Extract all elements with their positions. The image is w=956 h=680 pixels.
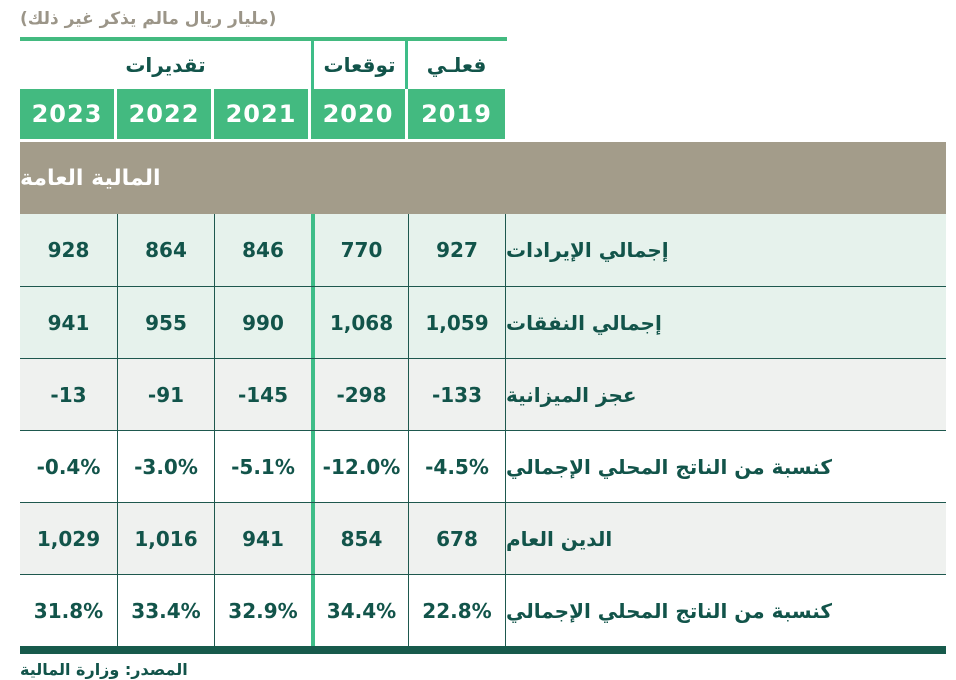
value-cell: 678 [408,503,505,574]
column-group-header-row: تقديرات توقعات فعلـي [20,41,946,89]
value-cell: -13 [50,382,87,407]
value-cell: 854 [311,503,408,574]
value-cell: -3.0% [117,431,214,502]
value-cell: 928 [47,238,90,262]
year-header-spacer [505,89,946,139]
value-cell: 31.8% [33,598,104,623]
source-note: المصدر: وزارة المالية [20,660,188,679]
table-row-public-debt: 1,029 1,016 941 854 678 الدين العام [20,502,946,574]
group-header-spacer [505,41,946,89]
value-cell: 1,029 [36,526,101,551]
value-cell: -4.5% [408,431,505,502]
value-cell: -133 [408,359,505,430]
table-row-total-expenditures: 941 955 990 1,068 1,059 إجمالي النفقات [20,286,946,358]
value-cell: 846 [214,214,311,286]
value-cell: 34.4% [311,575,408,646]
table-row-total-revenues: 928 864 846 770 927 إجمالي الإيرادات [20,214,946,286]
year-header-2022: 2022 [117,89,214,139]
table-bottom-border [20,646,946,654]
value-cell: 33.4% [117,575,214,646]
value-cell: -0.4% [36,454,101,479]
group-header-estimates: تقديرات [125,53,206,77]
row-label: إجمالي الإيرادات [505,214,946,286]
value-cell: 770 [311,214,408,286]
value-cell: -298 [311,359,408,430]
table-row-deficit-pct-gdp: -0.4% -3.0% -5.1% -12.0% -4.5% كنسبة من … [20,430,946,502]
value-cell: -145 [214,359,311,430]
year-header-2020: 2020 [311,89,408,139]
table-row-budget-deficit: -13 -91 -145 -298 -133 عجز الميزانية [20,358,946,430]
value-cell: 1,059 [408,287,505,358]
value-cell: 864 [117,214,214,286]
table-top-border [20,37,507,41]
row-label: عجز الميزانية [505,359,946,430]
row-label: كنسبة من الناتج المحلي الإجمالي [505,575,946,646]
group-header-actual: فعلـي [426,53,487,77]
row-label: كنسبة من الناتج المحلي الإجمالي [505,431,946,502]
group-header-forecast: توقعات [311,41,408,89]
value-cell: 22.8% [408,575,505,646]
table-row-debt-pct-gdp: 31.8% 33.4% 32.9% 34.4% 22.8% كنسبة من ا… [20,574,946,646]
section-header-public-finance: المالية العامة [20,142,946,214]
value-cell: 927 [408,214,505,286]
row-label: إجمالي النفقات [505,287,946,358]
year-header-2021: 2021 [214,89,311,139]
value-cell: 955 [117,287,214,358]
value-cell: -5.1% [214,431,311,502]
value-cell: 1,068 [311,287,408,358]
value-cell: 32.9% [214,575,311,646]
value-cell: 990 [214,287,311,358]
year-header-2023: 2023 [20,89,117,139]
row-label: الدين العام [505,503,946,574]
value-cell: -91 [117,359,214,430]
value-cell: -12.0% [311,431,408,502]
year-header-row: 2023 2022 2021 2020 2019 [20,89,946,139]
value-cell: 1,016 [117,503,214,574]
year-header-2019: 2019 [408,89,505,139]
value-cell: 941 [47,310,90,335]
value-cell: 941 [214,503,311,574]
unit-note: (مليار ريال مالم يذكر غير ذلك) [20,9,277,29]
